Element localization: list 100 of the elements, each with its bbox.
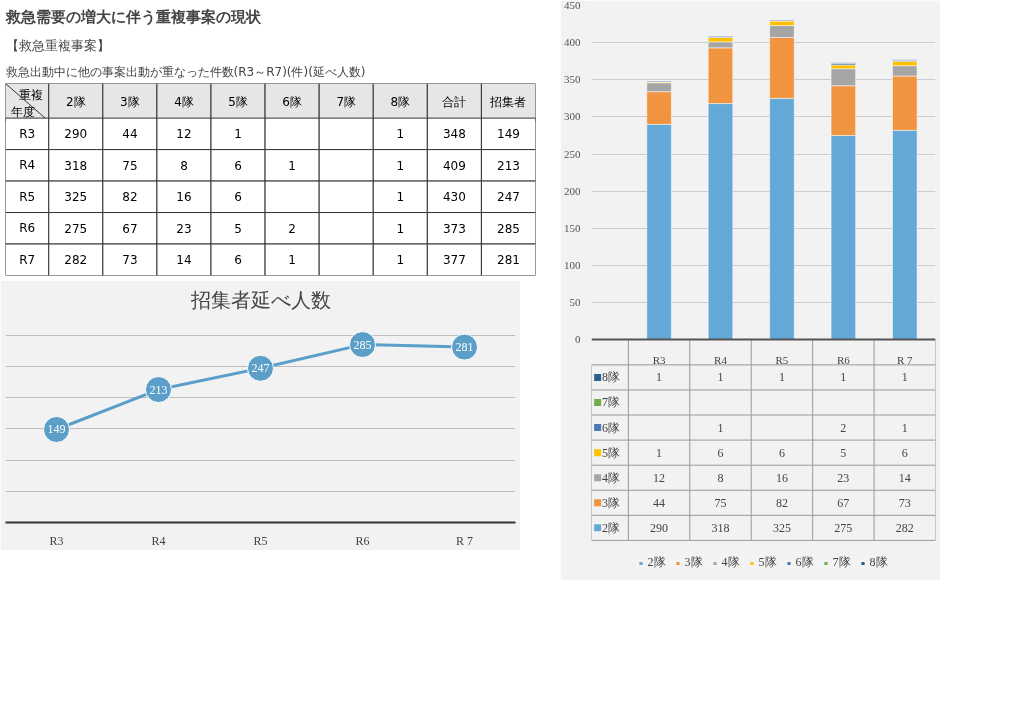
x-tick-label: R5: [253, 533, 268, 548]
y-tick-label: 50: [569, 296, 581, 309]
data-label: 373: [442, 221, 466, 236]
data-label: 14: [176, 253, 192, 268]
x-tick-label: R 7: [456, 533, 474, 548]
data-label: 23: [176, 221, 192, 236]
data-label: 318: [64, 158, 88, 173]
x-tick-label: R3: [652, 353, 666, 366]
data-label: 409: [442, 158, 466, 173]
x-tick-label: R6: [836, 353, 851, 366]
data-label: 12: [176, 127, 192, 142]
x-tick-label: 合計: [442, 95, 467, 110]
data-label: 67: [837, 495, 850, 510]
y-tick-label: 450: [564, 0, 581, 11]
text: 5隊: [758, 555, 777, 569]
data-label: 5: [840, 445, 847, 460]
data-label: 1: [234, 127, 242, 142]
data-label: 1: [840, 370, 847, 385]
data-label: 1: [901, 420, 908, 435]
data-label: 213: [149, 382, 168, 397]
x-tick-label: R3: [49, 533, 64, 548]
data-label: 275: [834, 520, 853, 535]
x-tick-label: 招集者: [489, 95, 527, 110]
data-label: 247: [497, 190, 520, 205]
y-tick-label: R3: [19, 126, 36, 141]
data-label: 1: [396, 190, 405, 205]
data-label: 285: [353, 337, 372, 352]
x-tick-label: R4: [714, 353, 728, 366]
y-tick-label: R6: [19, 221, 36, 236]
x-tick-label: R5: [775, 353, 789, 366]
data-label: 8: [180, 158, 188, 173]
data-label: 44: [122, 127, 138, 142]
text: 8隊: [869, 555, 888, 569]
data-label: 75: [122, 158, 138, 173]
text: 救急出動中に他の事案出動が重なった件数(R3～R7)(件)(延べ人数): [4, 64, 366, 79]
legend-label: 3隊: [601, 495, 620, 510]
y-tick-label: 150: [564, 221, 581, 234]
legend-label: 8隊: [601, 370, 620, 385]
data-label: 44: [653, 495, 666, 510]
x-tick-label: R 7: [896, 353, 914, 366]
data-label: 275: [64, 221, 88, 236]
data-label: 12: [653, 470, 666, 485]
data-label: 23: [837, 470, 850, 485]
data-label: 318: [711, 520, 730, 535]
data-label: 6: [901, 445, 908, 460]
data-label: 2: [840, 420, 847, 435]
legend-label: 5隊: [601, 445, 620, 460]
data-label: 82: [775, 495, 788, 510]
chart-title: 招集者延べ人数: [189, 287, 331, 312]
text: 4隊: [721, 555, 740, 569]
data-label: 247: [251, 361, 270, 376]
data-label: 1: [656, 370, 663, 385]
data-label: 377: [442, 253, 466, 268]
data-label: 285: [497, 221, 520, 236]
chart-subtitle: 【救急重複事案】: [5, 37, 110, 53]
x-tick-label: 2隊: [65, 95, 86, 110]
data-label: 1: [396, 253, 405, 268]
y-tick-label: R5: [19, 189, 36, 204]
y-tick-label: 400: [564, 36, 581, 49]
y-axis-title: 年度: [10, 104, 35, 119]
data-label: 282: [895, 520, 914, 535]
data-label: 1: [778, 370, 785, 385]
x-tick-label: R4: [151, 533, 166, 548]
y-tick-label: 350: [564, 73, 581, 86]
legend-label: 2隊: [601, 520, 620, 535]
data-label: 281: [497, 253, 520, 268]
data-label: 6: [778, 445, 785, 460]
text: 3隊: [684, 555, 703, 569]
data-label: 1: [717, 420, 724, 435]
data-label: 1: [396, 158, 405, 173]
data-label: 16: [775, 470, 788, 485]
data-label: 14: [898, 470, 911, 485]
data-label: 430: [442, 190, 466, 205]
data-label: 6: [234, 158, 242, 173]
data-label: 149: [497, 127, 520, 142]
data-label: 282: [64, 253, 88, 268]
data-label: 281: [455, 340, 474, 355]
data-label: 8: [717, 470, 724, 485]
legend-label: 4隊: [601, 470, 620, 485]
y-tick-label: 300: [564, 110, 581, 123]
data-label: 73: [898, 495, 911, 510]
y-tick-label: R7: [19, 252, 36, 267]
data-label: 213: [497, 158, 520, 173]
data-label: 1: [288, 158, 296, 173]
x-tick-label: 8隊: [390, 95, 411, 110]
chart-title: 救急需要の増大に伴う重複事案の現状: [4, 7, 262, 26]
data-label: 1: [288, 253, 296, 268]
data-label: 325: [64, 190, 88, 205]
x-tick-label: 6隊: [282, 95, 302, 110]
data-label: 5: [234, 221, 242, 236]
text: 7隊: [832, 555, 851, 569]
data-label: 6: [717, 445, 724, 460]
data-label: 348: [442, 127, 466, 142]
data-label: 67: [122, 221, 138, 236]
text: 2隊: [647, 555, 666, 569]
data-label: 325: [772, 520, 791, 535]
x-tick-label: 4隊: [174, 95, 194, 110]
data-label: 290: [650, 520, 669, 535]
y-tick-label: R4: [19, 158, 36, 173]
legend-label: 7隊: [601, 395, 620, 410]
